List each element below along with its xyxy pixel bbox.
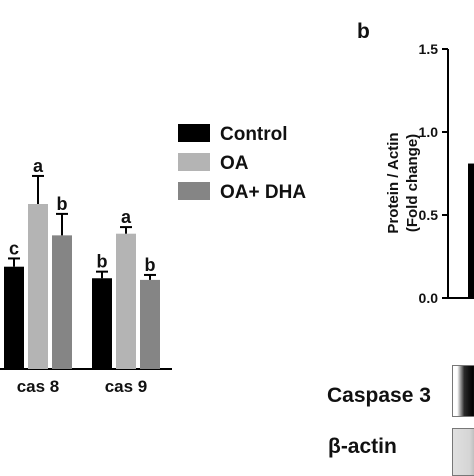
significance-letter-0-0: c	[9, 238, 19, 258]
x-tick-label-0: cas 8	[17, 377, 60, 396]
panel-a-legend: Control OA OA+ DHA	[178, 124, 306, 203]
significance-letter-0-1: a	[33, 156, 44, 176]
panel-b-label: b	[357, 20, 370, 43]
y-tick-label-3: 1.5	[419, 41, 439, 57]
panel-b-bars	[468, 163, 474, 298]
panel-b-bar-0	[468, 163, 474, 298]
bar-1-0	[92, 278, 112, 369]
bar-0-1	[28, 204, 48, 369]
bar-1-2	[140, 279, 160, 369]
blot-label-beta-actin: β-actin	[328, 435, 397, 458]
legend-label-2: OA+ DHA	[220, 182, 306, 203]
legend-label-0: Control	[220, 124, 288, 145]
panel-b-bar-chart: b Protein / Actin (Fold change) 0.0 0.5 1.0…	[357, 20, 474, 306]
y-axis-label-line-0: Protein / Actin	[385, 132, 402, 233]
panel-b-y-axis-label: Protein / Actin (Fold change)	[385, 132, 421, 233]
blot-band-caspase-3	[452, 365, 474, 417]
panel-b-axes: 0.0 0.5 1.0 1.5	[419, 41, 474, 306]
y-tick-label-2: 1.0	[419, 124, 439, 140]
y-axis-label-line-1: (Fold change)	[404, 134, 421, 232]
significance-letter-1-1: a	[121, 207, 132, 227]
blot-label-caspase-3: Caspase 3	[327, 384, 431, 407]
significance-letter-1-0: b	[97, 252, 108, 272]
bar-0-0	[4, 266, 24, 369]
significance-letter-1-2: b	[145, 255, 156, 275]
y-tick-label-1: 0.5	[419, 207, 439, 223]
significance-letter-0-2: b	[57, 194, 68, 214]
panel-a-x-tick-labels: cas 8 cas 9	[17, 377, 148, 396]
x-tick-label-1: cas 9	[105, 377, 148, 396]
bar-0-2	[52, 235, 72, 369]
y-tick-label-0: 0.0	[419, 290, 439, 306]
blot-band-beta-actin	[452, 428, 474, 476]
legend-swatch-1	[178, 153, 210, 171]
bar-1-1	[116, 233, 136, 369]
legend-swatch-2	[178, 182, 210, 200]
legend-swatch-0	[178, 124, 210, 142]
legend-label-1: OA	[220, 153, 249, 174]
